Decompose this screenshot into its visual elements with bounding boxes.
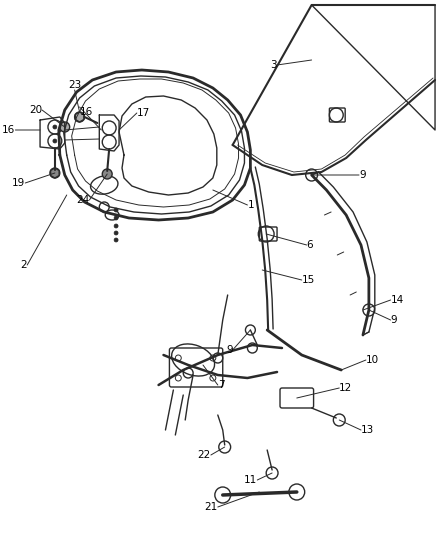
Text: 9: 9 — [226, 345, 233, 355]
Text: 3: 3 — [270, 60, 277, 70]
Circle shape — [50, 168, 60, 178]
Circle shape — [114, 238, 118, 242]
Circle shape — [53, 139, 57, 143]
Text: 15: 15 — [302, 275, 315, 285]
Text: 11: 11 — [244, 475, 257, 485]
Circle shape — [114, 216, 118, 220]
Text: 16: 16 — [2, 125, 15, 135]
Text: 23: 23 — [68, 80, 81, 90]
Text: 10: 10 — [366, 355, 379, 365]
Text: 17: 17 — [137, 108, 150, 118]
Text: 16: 16 — [80, 107, 93, 117]
Text: 9: 9 — [359, 170, 366, 180]
Text: 20: 20 — [29, 105, 42, 115]
Text: 7: 7 — [218, 380, 224, 390]
Text: 13: 13 — [361, 425, 374, 435]
Text: 24: 24 — [76, 195, 89, 205]
Text: 21: 21 — [205, 502, 218, 512]
Text: 12: 12 — [339, 383, 353, 393]
Text: 14: 14 — [391, 295, 404, 305]
Text: 2: 2 — [21, 260, 27, 270]
Text: 9: 9 — [391, 315, 397, 325]
Circle shape — [53, 125, 57, 129]
Circle shape — [60, 122, 70, 132]
Text: 6: 6 — [307, 240, 313, 250]
Circle shape — [114, 224, 118, 228]
Circle shape — [74, 112, 85, 122]
Circle shape — [114, 208, 118, 212]
Circle shape — [114, 231, 118, 235]
Text: 1: 1 — [247, 200, 254, 210]
Circle shape — [102, 169, 112, 179]
Text: 22: 22 — [198, 450, 211, 460]
Text: 19: 19 — [12, 178, 25, 188]
